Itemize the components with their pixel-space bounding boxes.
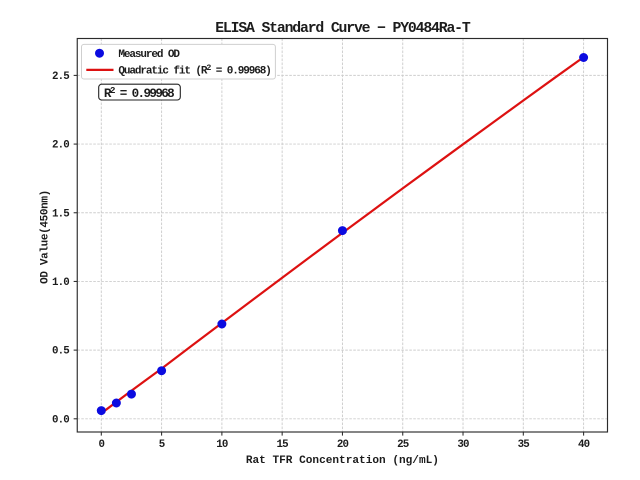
svg-text:25: 25 bbox=[397, 439, 409, 451]
svg-text:0: 0 bbox=[98, 439, 104, 451]
svg-text:2.5: 2.5 bbox=[52, 71, 69, 83]
svg-text:30: 30 bbox=[457, 439, 469, 451]
svg-text:Measured OD: Measured OD bbox=[118, 49, 180, 61]
svg-text:5: 5 bbox=[159, 439, 165, 451]
svg-text:20: 20 bbox=[337, 439, 349, 451]
svg-text:Quadratic fit (R2 = 0.99968): Quadratic fit (R2 = 0.99968) bbox=[118, 64, 270, 77]
svg-text:OD Value(450nm): OD Value(450nm) bbox=[39, 190, 51, 284]
svg-text:40: 40 bbox=[578, 439, 590, 451]
svg-text:35: 35 bbox=[518, 439, 530, 451]
svg-text:1.5: 1.5 bbox=[52, 208, 69, 220]
svg-text:2.0: 2.0 bbox=[52, 140, 69, 152]
svg-text:15: 15 bbox=[277, 439, 289, 451]
svg-text:1.0: 1.0 bbox=[52, 277, 69, 289]
svg-text:ELISA Standard Curve − PY0484R: ELISA Standard Curve − PY0484Ra-T bbox=[215, 21, 471, 37]
svg-text:Rat TFR Concentration (ng/mL): Rat TFR Concentration (ng/mL) bbox=[246, 455, 439, 467]
svg-text:0.5: 0.5 bbox=[52, 346, 69, 358]
svg-text:0.0: 0.0 bbox=[52, 414, 69, 426]
svg-text:10: 10 bbox=[216, 439, 228, 451]
svg-text:R2 = 0.99968: R2 = 0.99968 bbox=[104, 85, 174, 101]
